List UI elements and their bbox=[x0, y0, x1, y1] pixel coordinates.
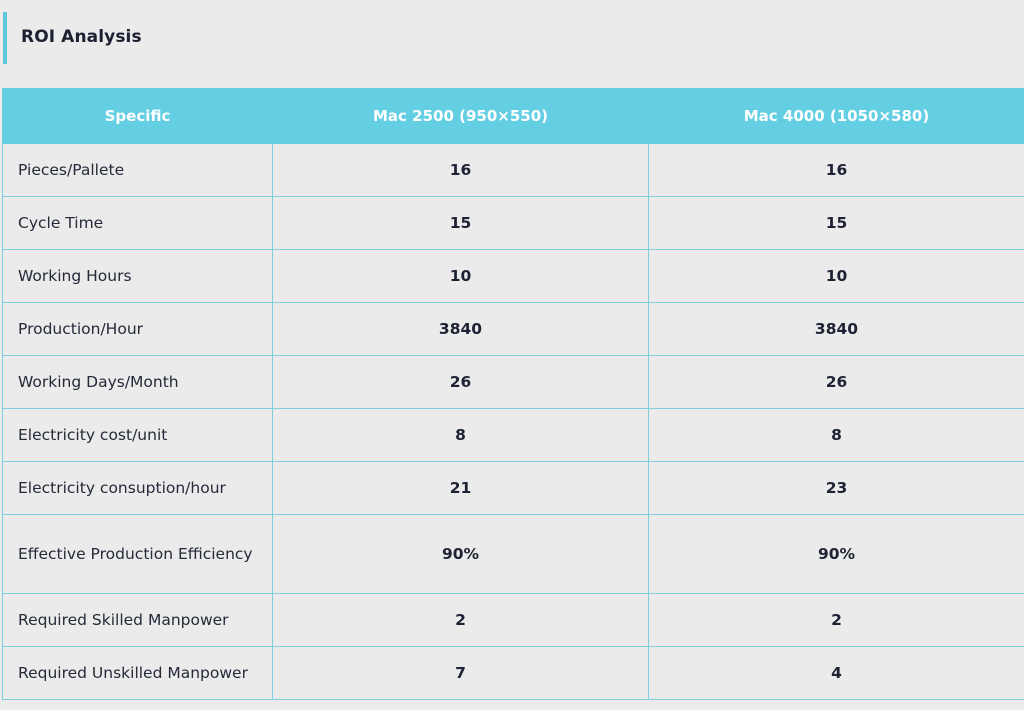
row-label: Electricity cost/unit bbox=[2, 408, 273, 462]
mac-2500-value: 16 bbox=[272, 143, 649, 197]
header-specific: Specific bbox=[2, 88, 273, 144]
table-row: Pieces/Pallete 16 16 bbox=[2, 143, 1024, 197]
mac-2500-value: 15 bbox=[272, 196, 649, 250]
mac-2500-value: 90% bbox=[272, 514, 649, 594]
row-label: Working Days/Month bbox=[2, 355, 273, 409]
mac-2500-value: 3840 bbox=[272, 302, 649, 356]
section-header: ROI Analysis bbox=[3, 12, 303, 64]
table-row: Electricity consuption/hour 21 23 bbox=[2, 461, 1024, 515]
table-row: Required Unskilled Manpower 7 4 bbox=[2, 646, 1024, 700]
table-row: Working Hours 10 10 bbox=[2, 249, 1024, 303]
header-mac-4000: Mac 4000 (1050×580) bbox=[648, 88, 1024, 144]
row-label: Working Hours bbox=[2, 249, 273, 303]
section-title: ROI Analysis bbox=[21, 27, 142, 47]
table-row: Working Days/Month 26 26 bbox=[2, 355, 1024, 409]
mac-2500-value: 21 bbox=[272, 461, 649, 515]
table-row: Required Skilled Manpower 2 2 bbox=[2, 593, 1024, 647]
table-row: Electricity cost/unit 8 8 bbox=[2, 408, 1024, 462]
row-label: Required Skilled Manpower bbox=[2, 593, 273, 647]
header-mac-2500: Mac 2500 (950×550) bbox=[272, 88, 649, 144]
mac-4000-value: 3840 bbox=[648, 302, 1024, 356]
mac-4000-value: 2 bbox=[648, 593, 1024, 647]
mac-4000-value: 26 bbox=[648, 355, 1024, 409]
table-row: Effective Production Efficiency 90% 90% bbox=[2, 514, 1024, 594]
mac-2500-value: 2 bbox=[272, 593, 649, 647]
table-row: Production/Hour 3840 3840 bbox=[2, 302, 1024, 356]
row-label: Production/Hour bbox=[2, 302, 273, 356]
row-label: Pieces/Pallete bbox=[2, 143, 273, 197]
mac-2500-value: 26 bbox=[272, 355, 649, 409]
mac-4000-value: 10 bbox=[648, 249, 1024, 303]
mac-4000-value: 8 bbox=[648, 408, 1024, 462]
mac-2500-value: 8 bbox=[272, 408, 649, 462]
mac-4000-value: 15 bbox=[648, 196, 1024, 250]
mac-4000-value: 16 bbox=[648, 143, 1024, 197]
mac-4000-value: 90% bbox=[648, 514, 1024, 594]
row-label: Required Unskilled Manpower bbox=[2, 646, 273, 700]
table-row: Cycle Time 15 15 bbox=[2, 196, 1024, 250]
mac-2500-value: 7 bbox=[272, 646, 649, 700]
mac-2500-value: 10 bbox=[272, 249, 649, 303]
mac-4000-value: 4 bbox=[648, 646, 1024, 700]
row-label: Cycle Time bbox=[2, 196, 273, 250]
mac-4000-value: 23 bbox=[648, 461, 1024, 515]
row-label: Electricity consuption/hour bbox=[2, 461, 273, 515]
table-header-row: Specific Mac 2500 (950×550) Mac 4000 (10… bbox=[2, 88, 1024, 144]
roi-table: Specific Mac 2500 (950×550) Mac 4000 (10… bbox=[2, 88, 1024, 700]
row-label: Effective Production Efficiency bbox=[2, 514, 273, 594]
